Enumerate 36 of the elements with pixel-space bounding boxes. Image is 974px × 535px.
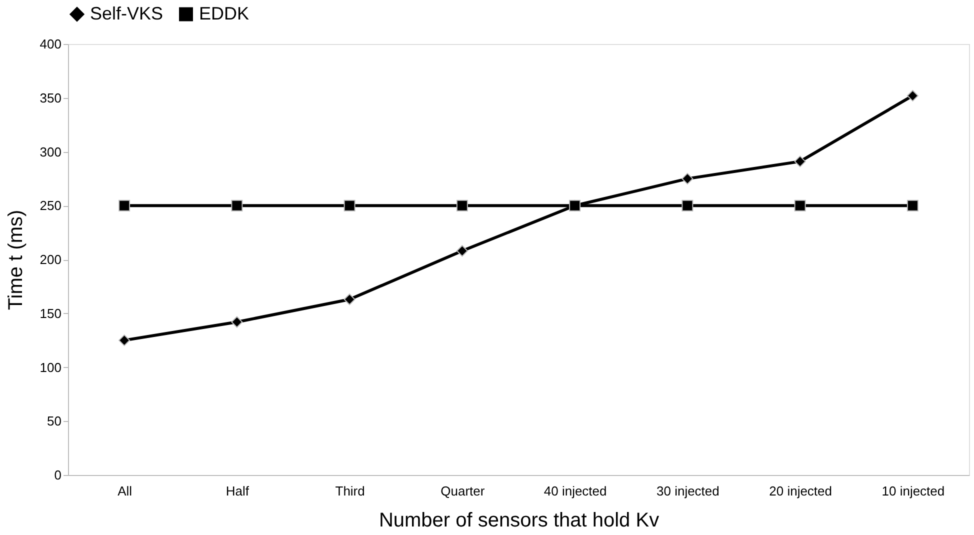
- point: [344, 294, 356, 306]
- y-tick-label: 200: [40, 252, 62, 267]
- x-tick-label: 10 injected: [882, 484, 945, 498]
- x-tick-label: All: [118, 484, 132, 498]
- point: [682, 172, 694, 184]
- y-tick-label: 300: [40, 144, 62, 160]
- y-axis-title: Time t (ms): [4, 210, 27, 310]
- point: [906, 90, 918, 102]
- y-tick-label: 350: [40, 90, 62, 106]
- point: [794, 200, 806, 212]
- point: [344, 200, 356, 212]
- legend-label: Self-VKS: [90, 3, 164, 24]
- point: [682, 200, 694, 212]
- x-tick-label: Quarter: [440, 484, 486, 498]
- y-tick-label: 100: [40, 360, 62, 375]
- y-tick-label: 250: [40, 198, 62, 214]
- point: [231, 316, 243, 328]
- point: [456, 245, 468, 257]
- point: [794, 156, 806, 168]
- y-tick-label: 0: [54, 468, 62, 482]
- x-tick-label: Half: [226, 484, 250, 498]
- point: [231, 200, 243, 212]
- point: [906, 200, 918, 212]
- x-tick-label: 20 injected: [769, 484, 832, 498]
- x-tick-label: 30 injected: [656, 484, 720, 498]
- point: [456, 200, 468, 212]
- point: [569, 200, 581, 212]
- x-tick-label: 40 injected: [544, 484, 607, 498]
- point: [118, 334, 130, 346]
- y-tick-label: 400: [40, 36, 62, 52]
- y-tick-label: 150: [40, 306, 62, 321]
- x-tick-label: Third: [335, 484, 365, 498]
- x-axis-title: Number of sensors that hold Kv: [378, 510, 660, 532]
- point: [118, 200, 130, 212]
- legend-label: EDDK: [199, 3, 250, 24]
- y-tick-label: 50: [47, 414, 62, 429]
